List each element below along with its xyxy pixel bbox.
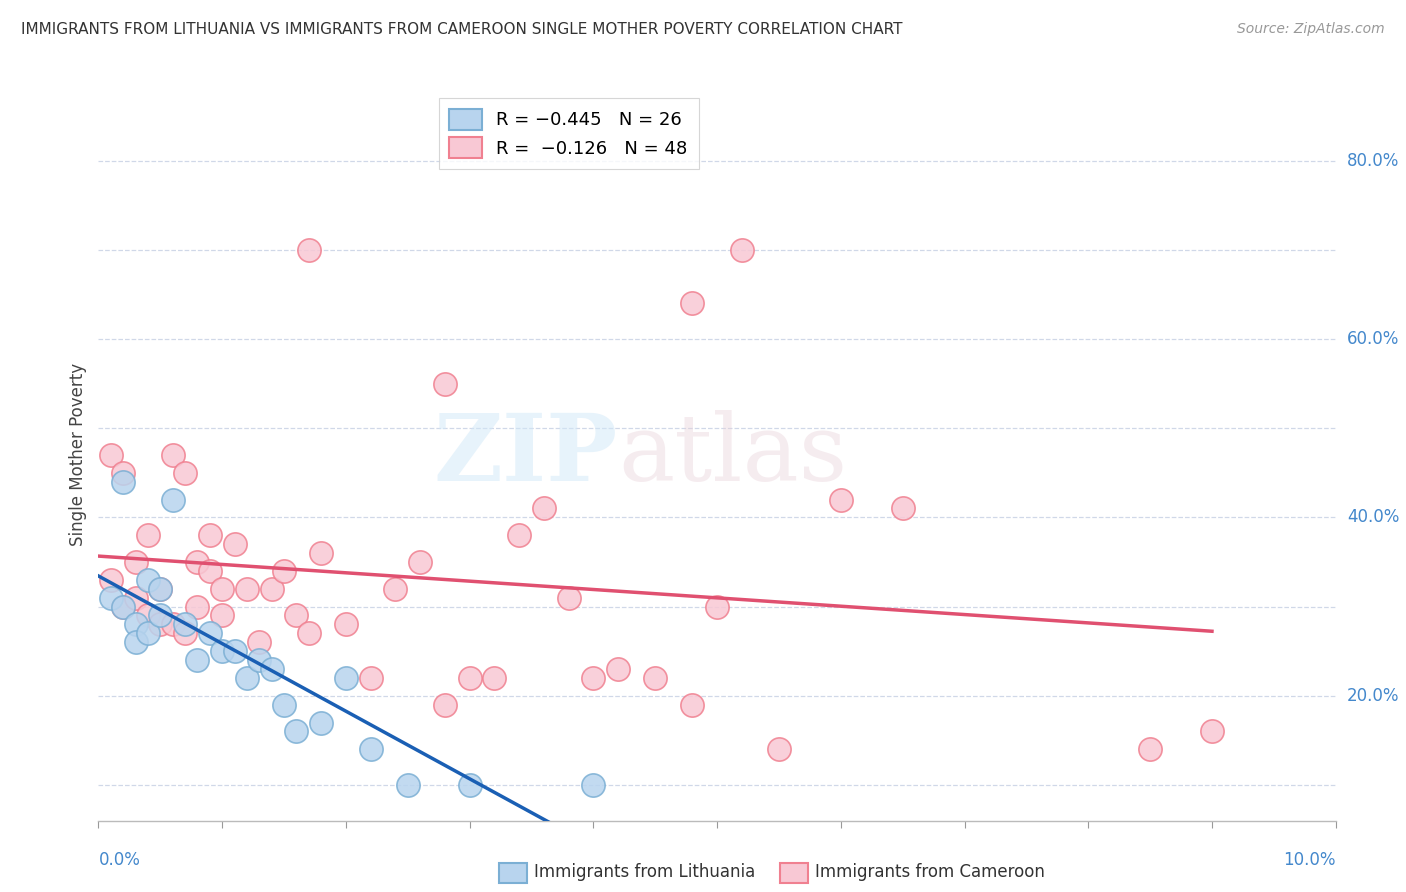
Text: 60.0%: 60.0% xyxy=(1347,330,1399,348)
Point xyxy=(768,742,790,756)
Point xyxy=(508,528,530,542)
Point xyxy=(198,626,221,640)
Point xyxy=(731,243,754,257)
Point xyxy=(124,635,146,649)
Point xyxy=(309,546,332,560)
Point xyxy=(607,662,630,676)
Point xyxy=(186,599,208,614)
Point xyxy=(644,671,666,685)
Point xyxy=(557,591,579,605)
Point xyxy=(236,582,259,596)
Point xyxy=(174,626,197,640)
Point xyxy=(285,724,308,739)
Point xyxy=(186,555,208,569)
Point xyxy=(273,564,295,578)
Point xyxy=(247,653,270,667)
Point xyxy=(136,608,159,623)
Point xyxy=(149,582,172,596)
Point xyxy=(396,778,419,792)
Point xyxy=(112,599,135,614)
Point xyxy=(409,555,432,569)
Point xyxy=(582,778,605,792)
Point xyxy=(298,626,321,640)
Text: Immigrants from Cameroon: Immigrants from Cameroon xyxy=(815,863,1045,881)
Point xyxy=(285,608,308,623)
Point xyxy=(149,582,172,596)
Point xyxy=(533,501,555,516)
Point xyxy=(484,671,506,685)
Point xyxy=(211,644,233,658)
Point xyxy=(136,573,159,587)
Point xyxy=(360,742,382,756)
Text: IMMIGRANTS FROM LITHUANIA VS IMMIGRANTS FROM CAMEROON SINGLE MOTHER POVERTY CORR: IMMIGRANTS FROM LITHUANIA VS IMMIGRANTS … xyxy=(21,22,903,37)
Point xyxy=(174,466,197,480)
Point xyxy=(136,626,159,640)
Text: Immigrants from Lithuania: Immigrants from Lithuania xyxy=(534,863,755,881)
Point xyxy=(458,671,481,685)
Point xyxy=(124,591,146,605)
Point xyxy=(224,537,246,551)
Point xyxy=(162,617,184,632)
Point xyxy=(198,564,221,578)
Point xyxy=(260,662,283,676)
Text: 40.0%: 40.0% xyxy=(1347,508,1399,526)
Point xyxy=(186,653,208,667)
Point xyxy=(149,608,172,623)
Point xyxy=(1139,742,1161,756)
Point xyxy=(706,599,728,614)
Point xyxy=(335,617,357,632)
Point xyxy=(260,582,283,596)
Point xyxy=(162,448,184,462)
Point xyxy=(224,644,246,658)
Point xyxy=(136,528,159,542)
Point xyxy=(360,671,382,685)
Text: 80.0%: 80.0% xyxy=(1347,152,1399,169)
Point xyxy=(174,617,197,632)
Point xyxy=(149,617,172,632)
Point xyxy=(335,671,357,685)
Point xyxy=(298,243,321,257)
Point xyxy=(1201,724,1223,739)
Point xyxy=(384,582,406,596)
Y-axis label: Single Mother Poverty: Single Mother Poverty xyxy=(69,363,87,547)
Point xyxy=(100,591,122,605)
Point xyxy=(830,492,852,507)
Text: ZIP: ZIP xyxy=(434,410,619,500)
Point xyxy=(681,698,703,712)
Point xyxy=(433,698,456,712)
Point xyxy=(891,501,914,516)
Point xyxy=(100,573,122,587)
Point xyxy=(124,555,146,569)
Point xyxy=(309,715,332,730)
Point xyxy=(124,617,146,632)
Text: 20.0%: 20.0% xyxy=(1347,687,1399,705)
Point xyxy=(273,698,295,712)
Point xyxy=(582,671,605,685)
Text: Source: ZipAtlas.com: Source: ZipAtlas.com xyxy=(1237,22,1385,37)
Point xyxy=(112,466,135,480)
Point xyxy=(458,778,481,792)
Point xyxy=(198,528,221,542)
Point xyxy=(112,475,135,489)
Point xyxy=(211,582,233,596)
Point xyxy=(247,635,270,649)
Point xyxy=(162,492,184,507)
Point xyxy=(112,599,135,614)
Text: 0.0%: 0.0% xyxy=(98,851,141,869)
Point xyxy=(211,608,233,623)
Text: atlas: atlas xyxy=(619,410,848,500)
Point xyxy=(100,448,122,462)
Legend: R = −0.445   N = 26, R =  −0.126   N = 48: R = −0.445 N = 26, R = −0.126 N = 48 xyxy=(439,98,699,169)
Point xyxy=(433,376,456,391)
Point xyxy=(236,671,259,685)
Point xyxy=(681,296,703,310)
Text: 10.0%: 10.0% xyxy=(1284,851,1336,869)
